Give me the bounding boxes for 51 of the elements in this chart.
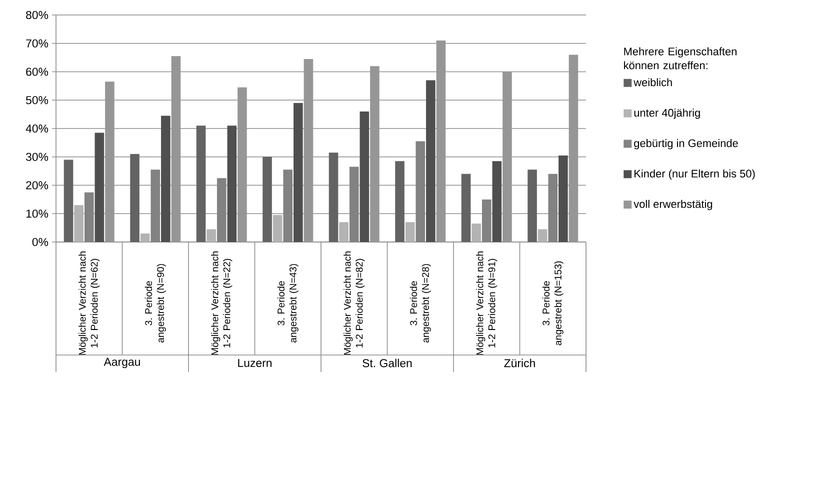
bar xyxy=(130,154,140,242)
bar xyxy=(206,229,216,242)
bar xyxy=(492,161,502,242)
bar xyxy=(74,205,84,242)
y-tick-label: 20% xyxy=(26,181,48,190)
bar xyxy=(360,111,370,242)
bar xyxy=(558,155,568,242)
legend-label: voll erwerbstätig xyxy=(634,200,712,210)
text: Luzern xyxy=(238,359,272,367)
bar xyxy=(294,102,303,242)
y-tick-label: 10% xyxy=(26,210,48,218)
bar xyxy=(461,174,471,242)
text: Zürich xyxy=(504,358,535,368)
text: Aargau xyxy=(104,358,140,368)
y-tick-label: 0% xyxy=(32,238,48,246)
bar xyxy=(161,116,170,242)
bar xyxy=(272,215,282,242)
legend-label: weiblich xyxy=(634,78,672,86)
bar xyxy=(94,132,104,242)
x-tick-label: 3. Periode angestrebt (N=43) xyxy=(277,264,298,343)
y-tick-label: 30% xyxy=(26,152,48,161)
bar xyxy=(405,222,415,242)
bar xyxy=(227,126,237,242)
y-tick-label: 80% xyxy=(26,10,48,20)
bar xyxy=(395,161,404,242)
y-tick-label: 70% xyxy=(26,39,48,48)
bar xyxy=(538,229,548,242)
bar xyxy=(262,156,272,242)
y-tick-label: 60% xyxy=(26,68,48,76)
text: St. Gallen xyxy=(362,358,412,368)
legend-label: Kinder (nur Eltern bis 50) xyxy=(634,169,755,180)
x-tick-label: 3. Periode angestrebt (N=90) xyxy=(144,264,166,343)
bar xyxy=(196,126,206,242)
x-tick-label: Möglicher Verzicht nach 1-2 Perioden (N=82) xyxy=(344,251,365,355)
bar xyxy=(328,152,338,242)
bar xyxy=(426,80,436,242)
x-tick-label: Möglicher Verzicht nach 1-2 Perioden (N=91) xyxy=(476,251,498,355)
bar xyxy=(64,160,74,242)
x-tick-label: 3. Periode angestrebt (N=153) xyxy=(542,261,564,346)
y-tick-label: 40% xyxy=(26,124,48,133)
legend-title: Mehrere Eigenschaften können zutreffen: xyxy=(624,47,736,70)
y-tick-label: 50% xyxy=(26,96,48,104)
bar xyxy=(140,233,150,242)
x-tick-label: 3. Periode angestrebt (N=28) xyxy=(410,264,431,343)
legend-label: gebürtig in Gemeinde xyxy=(634,139,738,150)
x-tick-label: Möglicher Verzicht nach 1-2 Perioden (N=62) xyxy=(78,251,100,355)
bar xyxy=(472,224,481,242)
legend-label: unter 40jährig xyxy=(634,108,700,119)
bar xyxy=(339,222,348,242)
x-tick-label: Möglicher Verzicht nach 1-2 Perioden (N=22) xyxy=(211,251,232,355)
bar xyxy=(528,170,537,242)
